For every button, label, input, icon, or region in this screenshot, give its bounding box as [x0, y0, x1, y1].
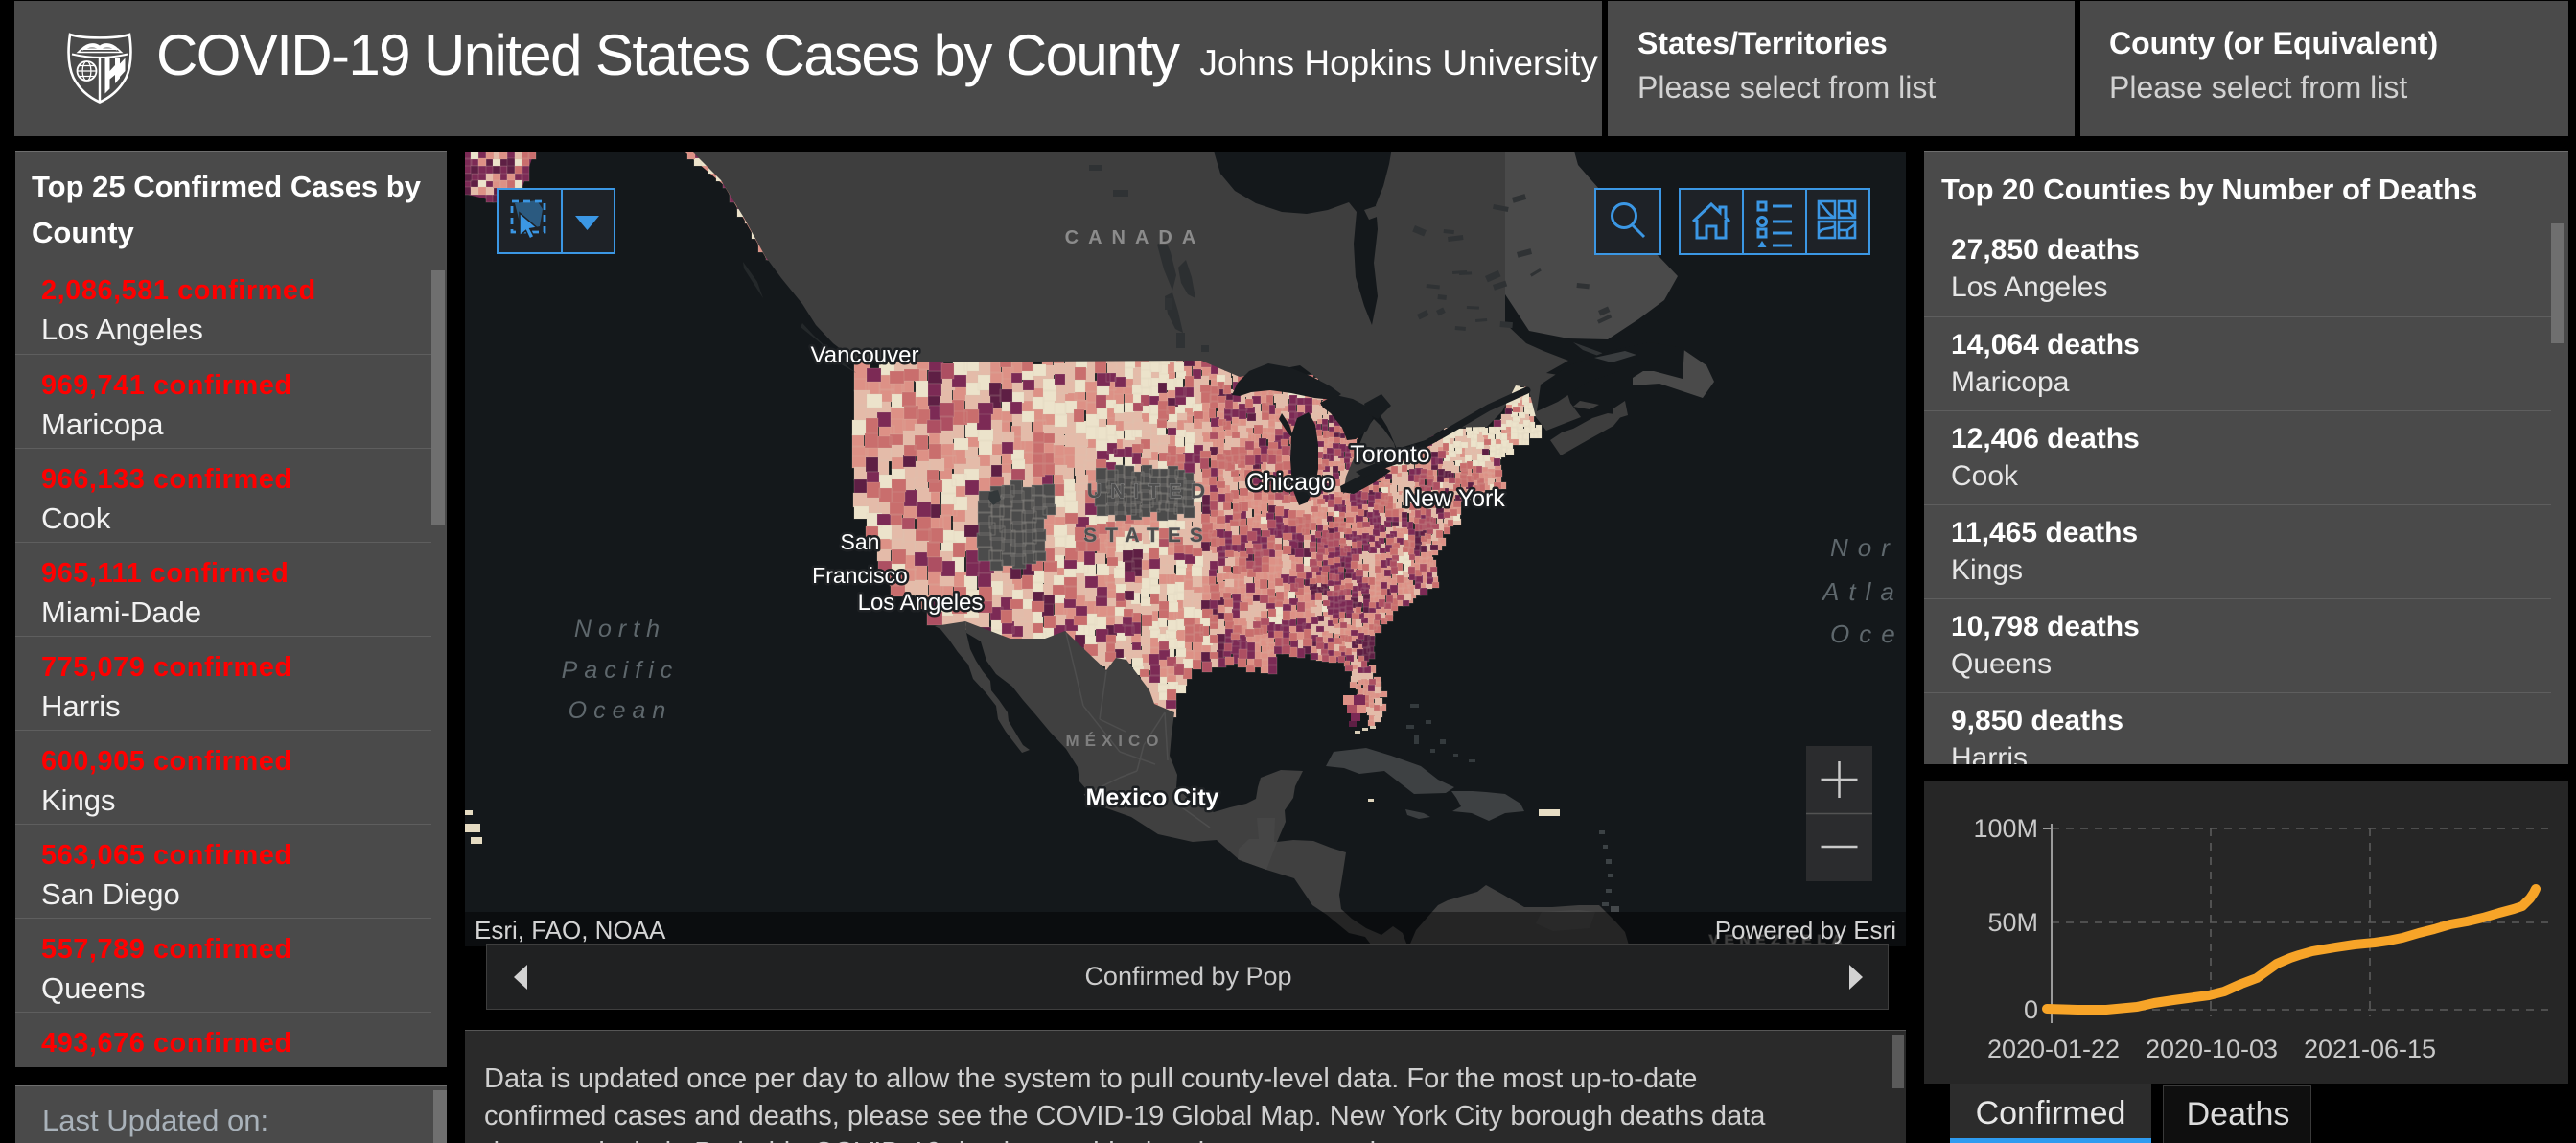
svg-text:Atla: Atla [1821, 577, 1904, 606]
svg-text:Ocean: Ocean [569, 697, 673, 724]
svg-text:Nor: Nor [1830, 533, 1899, 562]
svg-text:Esri, FAO, NOAA: Esri, FAO, NOAA [475, 916, 666, 945]
svg-text:Francisco: Francisco [812, 563, 908, 588]
svg-text:Toronto: Toronto [1350, 441, 1429, 468]
svg-text:0: 0 [2024, 995, 2038, 1024]
svg-text:Chicago: Chicago [1246, 469, 1334, 496]
svg-text:VENEZUELA: VENEZUELA [1709, 932, 1848, 946]
svg-text:Mexico City: Mexico City [1086, 784, 1219, 811]
svg-text:2021-06-15: 2021-06-15 [2304, 1035, 2436, 1063]
svg-text:New York: New York [1404, 485, 1505, 512]
svg-text:Powered by Esri: Powered by Esri [1715, 916, 1896, 945]
svg-text:2020-01-22: 2020-01-22 [1987, 1035, 2120, 1063]
svg-text:2020-10-03: 2020-10-03 [2146, 1035, 2278, 1063]
svg-text:Vancouver: Vancouver [811, 342, 919, 368]
svg-text:Oce: Oce [1830, 619, 1905, 648]
svg-text:100M: 100M [1973, 814, 2038, 843]
svg-text:Pacific: Pacific [562, 657, 680, 684]
svg-text:Los Angeles: Los Angeles [858, 590, 984, 616]
svg-text:North: North [574, 616, 666, 642]
svg-text:CANADA: CANADA [1065, 227, 1206, 248]
svg-text:San: San [841, 529, 880, 554]
svg-text:STATES: STATES [1083, 525, 1212, 547]
svg-text:UNITED: UNITED [1087, 480, 1214, 502]
svg-text:MÉXICO: MÉXICO [1065, 732, 1164, 750]
svg-text:50M: 50M [1987, 908, 2038, 937]
